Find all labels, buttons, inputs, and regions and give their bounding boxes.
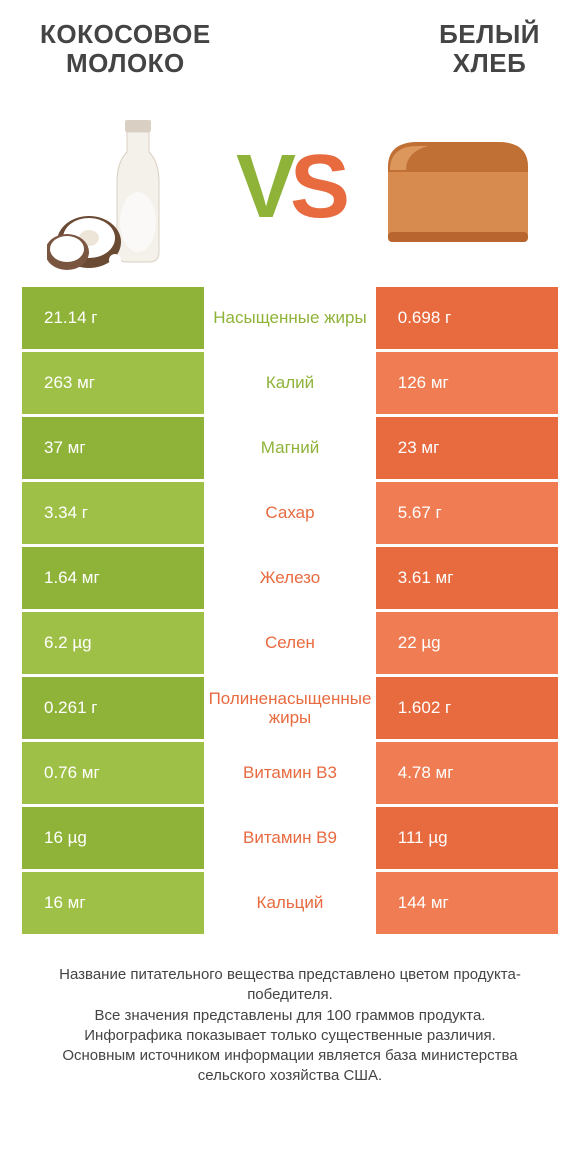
cell-left-value: 6.2 µg [22,612,204,674]
table-row: 0.76 мгВитамин B34.78 мг [22,742,558,804]
cell-nutrient-label: Железо [204,547,376,609]
title-right: БЕЛЫЙ ХЛЕБ [439,20,540,77]
cell-nutrient-label: Витамин B3 [204,742,376,804]
cell-nutrient-label: Насыщенные жиры [204,287,376,349]
header: КОКОСОВОЕ МОЛОКО БЕЛЫЙ ХЛЕБ [0,0,580,87]
cell-left-value: 0.261 г [22,677,204,739]
cell-nutrient-label: Кальций [204,872,376,934]
cell-left-value: 21.14 г [22,287,204,349]
cell-right-value: 111 µg [376,807,558,869]
cell-nutrient-label: Магний [204,417,376,479]
title-left-line2: МОЛОКО [66,48,185,78]
cell-nutrient-label: Витамин B9 [204,807,376,869]
cell-right-value: 126 мг [376,352,558,414]
cell-right-value: 22 µg [376,612,558,674]
comparison-table: 21.14 гНасыщенные жиры0.698 г263 мгКалий… [0,287,580,934]
cell-left-value: 1.64 мг [22,547,204,609]
cell-right-value: 23 мг [376,417,558,479]
vs-label: VS [236,142,344,232]
title-left-line1: КОКОСОВОЕ [40,19,211,49]
cell-nutrient-label: Селен [204,612,376,674]
cell-nutrient-label: Сахар [204,482,376,544]
cell-right-value: 1.602 г [376,677,558,739]
cell-right-value: 144 мг [376,872,558,934]
bread-icon [368,112,538,262]
cell-right-value: 3.61 мг [376,547,558,609]
cell-nutrient-label: Калий [204,352,376,414]
coconut-milk-icon [47,102,207,272]
table-row: 3.34 гСахар5.67 г [22,482,558,544]
cell-left-value: 16 µg [22,807,204,869]
footer-line-3: Инфографика показывает только существенн… [34,1026,546,1046]
footer-line-2: Все значения представлены для 100 граммо… [34,1006,546,1026]
table-row: 16 µgВитамин B9111 µg [22,807,558,869]
table-row: 263 мгКалий126 мг [22,352,558,414]
table-row: 21.14 гНасыщенные жиры0.698 г [22,287,558,349]
table-row: 0.261 гПолиненасыщенные жиры1.602 г [22,677,558,739]
cell-nutrient-label: Полиненасыщенные жиры [204,677,376,739]
vs-s: S [290,137,344,237]
cell-left-value: 16 мг [22,872,204,934]
footer-notes: Название питательного вещества представл… [0,937,580,1107]
cell-left-value: 263 мг [22,352,204,414]
footer-line-4: Основным источником информации является … [34,1046,546,1087]
vs-v: V [236,137,290,237]
product-image-right [368,102,538,272]
product-image-left [42,102,212,272]
table-row: 1.64 мгЖелезо3.61 мг [22,547,558,609]
title-right-line2: ХЛЕБ [453,48,527,78]
cell-right-value: 4.78 мг [376,742,558,804]
table-row: 6.2 µgСелен22 µg [22,612,558,674]
cell-right-value: 0.698 г [376,287,558,349]
table-row: 37 мгМагний23 мг [22,417,558,479]
title-right-line1: БЕЛЫЙ [439,19,540,49]
cell-left-value: 0.76 мг [22,742,204,804]
images-row: VS [0,87,580,287]
title-left: КОКОСОВОЕ МОЛОКО [40,20,211,77]
cell-left-value: 37 мг [22,417,204,479]
cell-left-value: 3.34 г [22,482,204,544]
table-row: 16 мгКальций144 мг [22,872,558,934]
footer-line-1: Название питательного вещества представл… [34,965,546,1006]
cell-right-value: 5.67 г [376,482,558,544]
